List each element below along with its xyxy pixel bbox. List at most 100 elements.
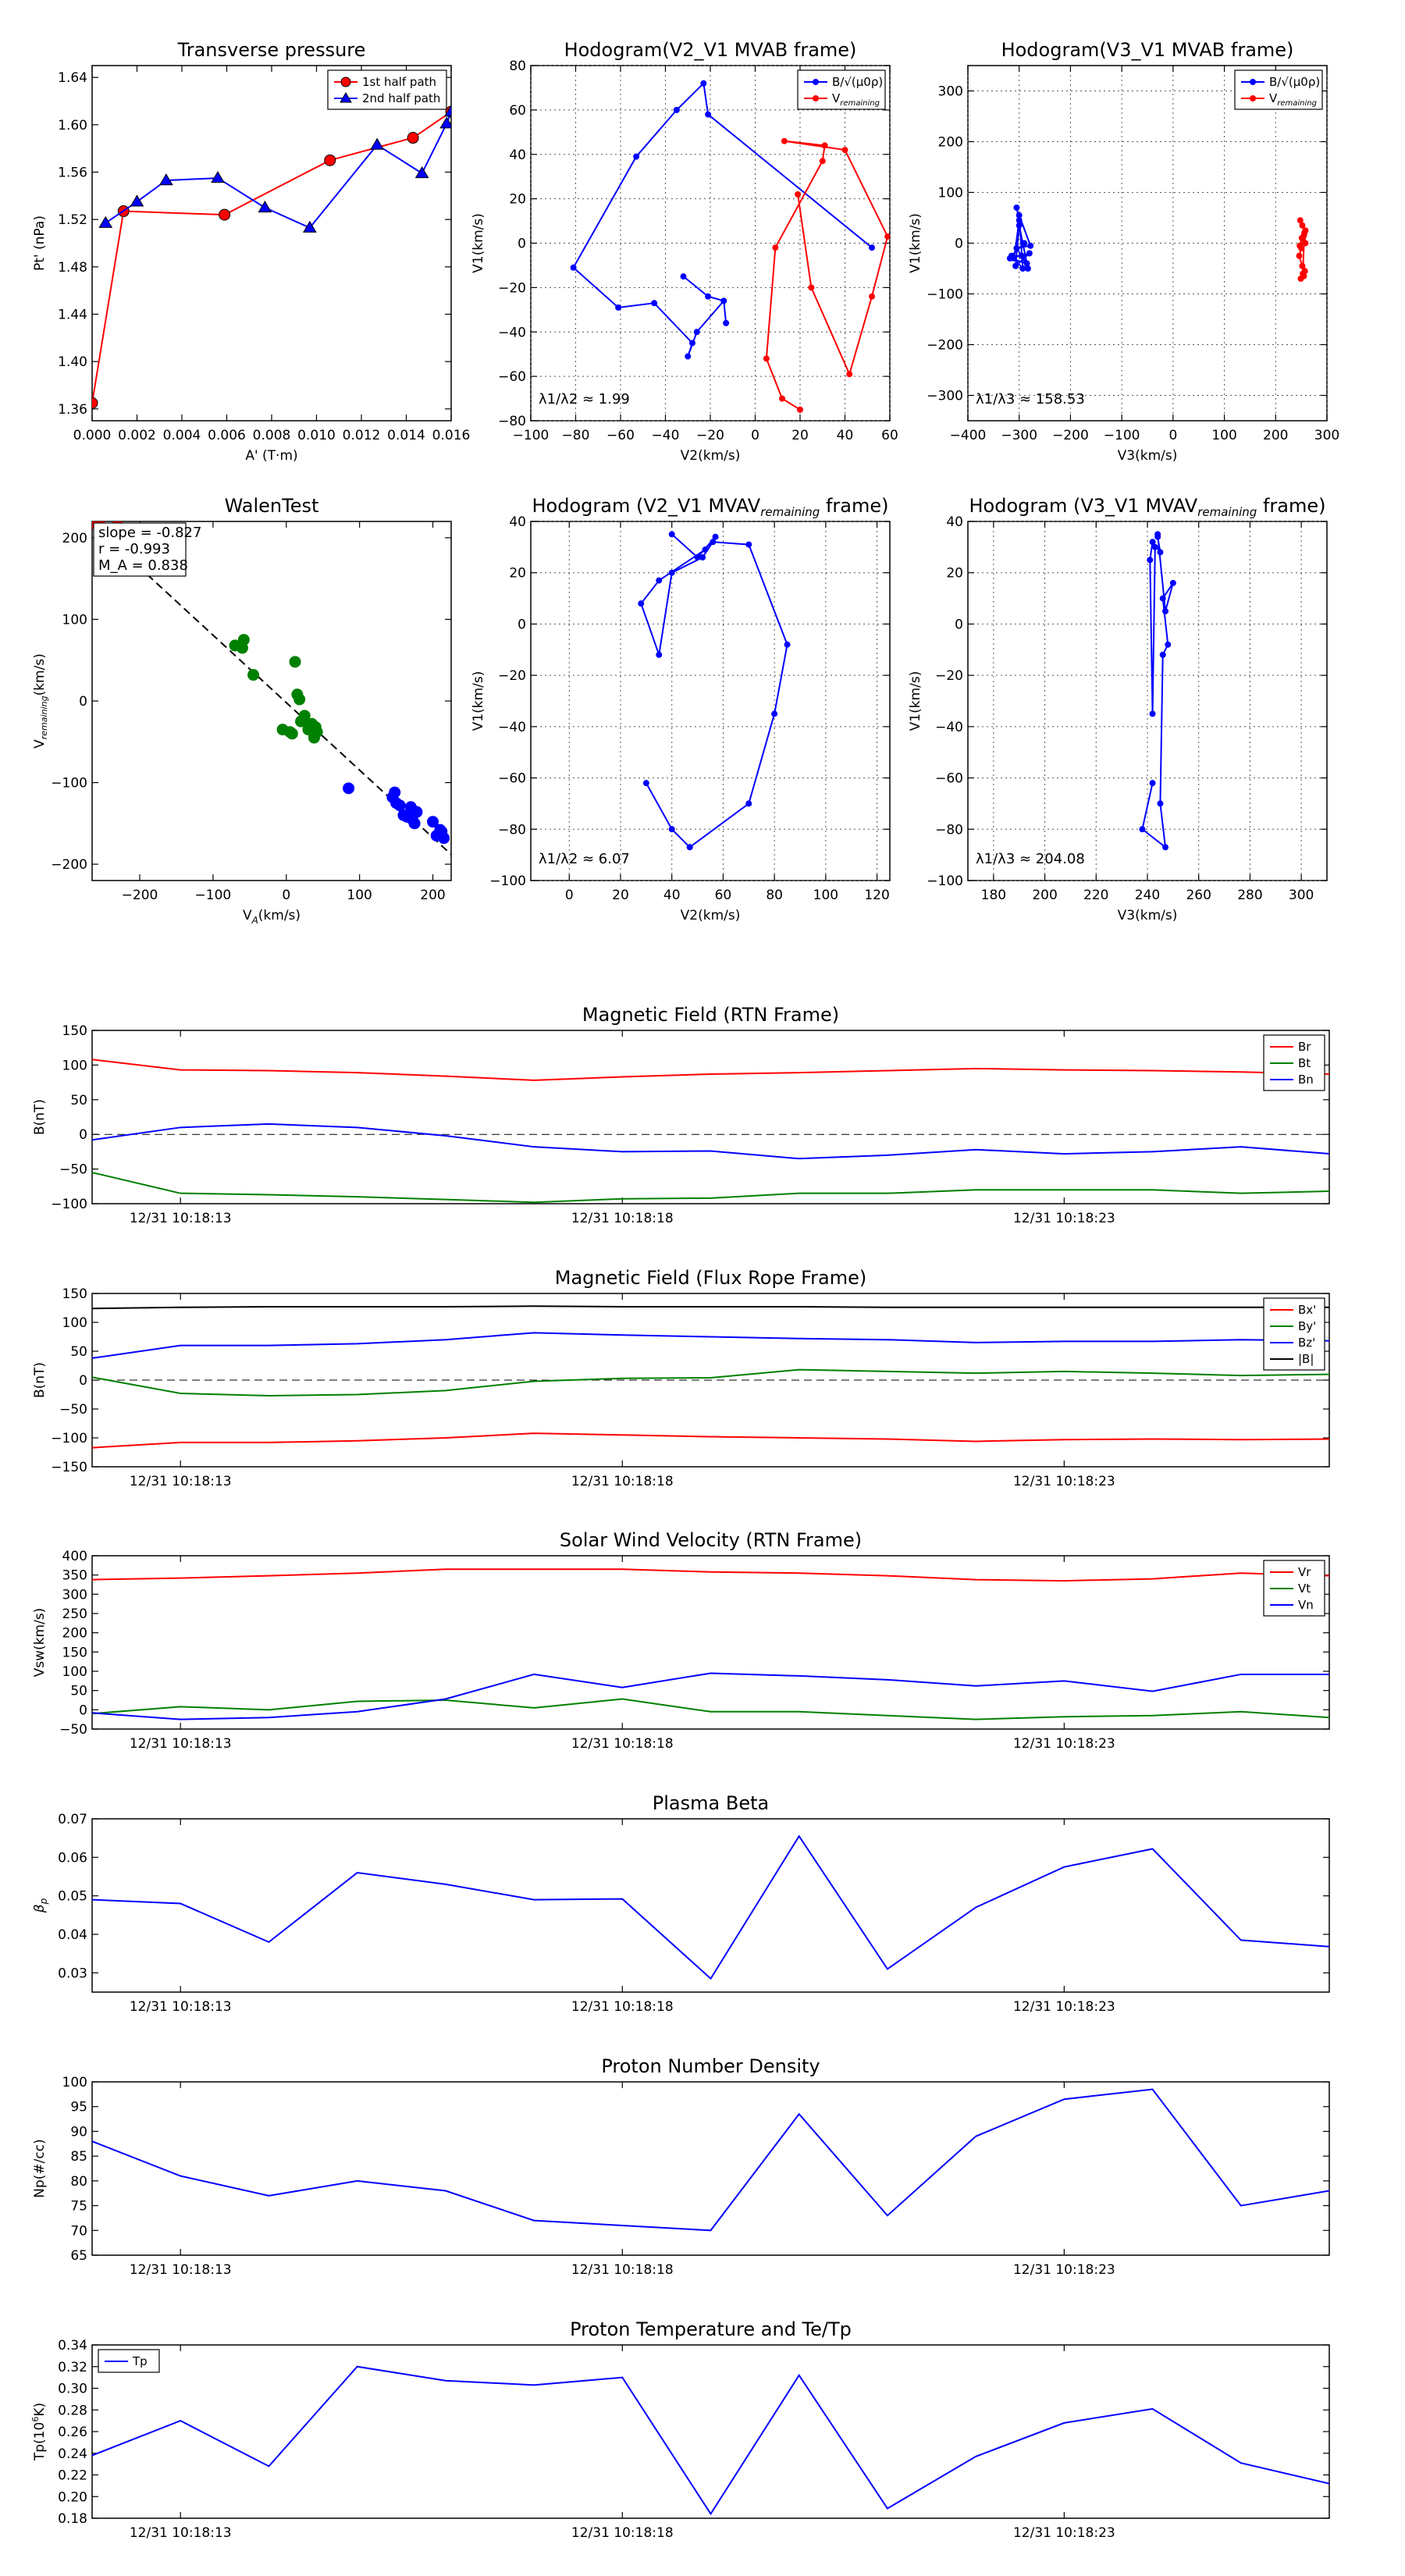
y-tick-label: 1.36 bbox=[58, 402, 87, 418]
data-point bbox=[1154, 533, 1161, 540]
y-tick-label: 1.52 bbox=[58, 212, 87, 228]
y-axis-label: B(nT) bbox=[32, 1362, 48, 1398]
data-point bbox=[680, 273, 687, 280]
y-tick-label: 0.34 bbox=[58, 2338, 87, 2354]
x-tick-label: 12/31 10:18:18 bbox=[571, 1474, 674, 1489]
x-tick-label: −300 bbox=[1001, 428, 1037, 443]
data-point bbox=[130, 194, 144, 207]
chart-title: Proton Number Density bbox=[601, 2055, 820, 2077]
data-point bbox=[389, 786, 401, 799]
data-layer bbox=[638, 531, 791, 851]
chart-title: Transverse pressure bbox=[177, 39, 366, 61]
y-tick-label: 40 bbox=[509, 148, 526, 163]
data-layer bbox=[92, 1568, 1329, 1720]
legend: Tp bbox=[98, 2349, 160, 2373]
y-tick-label: −80 bbox=[498, 414, 526, 429]
legend-label: 1st half path bbox=[362, 75, 436, 89]
walen-stat: slope = -0.827 bbox=[98, 525, 201, 541]
legend-box bbox=[327, 69, 447, 110]
walen-stat: r = -0.993 bbox=[98, 541, 170, 557]
y-tick-label: 50 bbox=[70, 1344, 87, 1360]
x-tick-label: −200 bbox=[1052, 428, 1089, 443]
x-tick-label: −100 bbox=[1104, 428, 1140, 443]
y-tick-label: −50 bbox=[59, 1402, 87, 1418]
data-point bbox=[1026, 250, 1033, 257]
series-line-Vt bbox=[92, 1698, 1329, 1720]
data-point bbox=[668, 531, 675, 538]
data-point bbox=[444, 105, 451, 117]
x-tick-label: 100 bbox=[813, 888, 838, 903]
data-point bbox=[98, 215, 113, 228]
chart-title: Hodogram(V3_V1 MVAB frame) bbox=[1001, 39, 1294, 61]
legend-label: Bn bbox=[1298, 1073, 1314, 1087]
x-tick-label: 0.006 bbox=[208, 428, 246, 443]
series-line-Np bbox=[92, 2088, 1329, 2232]
data-point bbox=[159, 173, 173, 186]
data-point bbox=[686, 844, 693, 851]
series-line-B/√(μ0ρ) bbox=[572, 81, 873, 357]
data-point bbox=[656, 577, 663, 584]
y-tick-label: 40 bbox=[509, 514, 526, 530]
y-axis-label: Vremaining(km/s) bbox=[32, 653, 49, 749]
x-tick-label: −20 bbox=[696, 428, 724, 443]
y-tick-label: 65 bbox=[70, 2248, 87, 2264]
y-tick-label: 100 bbox=[62, 612, 87, 628]
data-point bbox=[779, 395, 785, 402]
data-point bbox=[298, 710, 311, 722]
legend: B/√(μ0ρ) Vremaining bbox=[1234, 69, 1323, 110]
legend-marker bbox=[813, 95, 819, 101]
data-layer bbox=[92, 1059, 1329, 1204]
series-line-beta bbox=[92, 1834, 1329, 1980]
series-line-1st half path bbox=[92, 111, 451, 404]
legend-label: B/√(μ0ρ) bbox=[832, 75, 883, 89]
data-point bbox=[699, 554, 706, 560]
ylabel-part: Tp(10 bbox=[32, 2422, 48, 2461]
y-axis-label: Pt' (nPa) bbox=[32, 215, 48, 271]
y-tick-label: 0.30 bbox=[58, 2382, 87, 2397]
legend: B/√(μ0ρ) Vremaining bbox=[797, 69, 886, 110]
data-point bbox=[411, 806, 423, 818]
data-point bbox=[1296, 252, 1303, 259]
x-tick-label: 80 bbox=[766, 888, 783, 903]
plot-area bbox=[91, 2344, 1330, 2519]
y-tick-label: 0.07 bbox=[58, 1812, 87, 1827]
title-part: frame) bbox=[820, 495, 888, 517]
data-point bbox=[633, 153, 640, 160]
data-point bbox=[723, 319, 730, 326]
x-axis-label: VA(km/s) bbox=[243, 908, 301, 926]
x-tick-label: 12/31 10:18:13 bbox=[130, 1211, 232, 1226]
data-point bbox=[439, 116, 451, 129]
x-tick-label: −80 bbox=[562, 428, 590, 443]
series-line-2nd half path bbox=[105, 111, 451, 229]
x-tick-label: 260 bbox=[1186, 888, 1211, 903]
data-point bbox=[668, 569, 675, 576]
data-point bbox=[1300, 270, 1307, 277]
y-tick-label: 20 bbox=[509, 192, 526, 208]
y-tick-label: −60 bbox=[498, 369, 526, 385]
data-point bbox=[1297, 276, 1304, 282]
y-tick-label: −40 bbox=[498, 720, 526, 735]
y-tick-label: 300 bbox=[62, 1587, 87, 1603]
x-tick-label: 20 bbox=[791, 428, 809, 443]
x-axis-label: V2(km/s) bbox=[681, 448, 741, 464]
plot-area bbox=[91, 521, 452, 881]
data-point bbox=[286, 728, 298, 740]
legend-label: Vt bbox=[1298, 1582, 1311, 1596]
series-line-|B| bbox=[92, 1305, 1329, 1310]
y-tick-label: −60 bbox=[498, 771, 526, 787]
legend-marker bbox=[1250, 79, 1256, 85]
y-tick-label: 75 bbox=[70, 2199, 87, 2215]
data-point bbox=[293, 693, 306, 706]
data-point bbox=[407, 132, 419, 144]
chart-title: Solar Wind Velocity (RTN Frame) bbox=[560, 1529, 862, 1551]
data-point bbox=[651, 300, 658, 307]
x-tick-label: −60 bbox=[606, 428, 635, 443]
data-point bbox=[393, 799, 406, 812]
data-layer bbox=[92, 1834, 1329, 1980]
y-tick-label: 150 bbox=[62, 1645, 87, 1660]
y-tick-label: 80 bbox=[70, 2174, 87, 2190]
y-tick-label: −80 bbox=[498, 822, 526, 838]
y-tick-label: 0 bbox=[79, 1703, 87, 1718]
data-layer bbox=[92, 1305, 1329, 1449]
